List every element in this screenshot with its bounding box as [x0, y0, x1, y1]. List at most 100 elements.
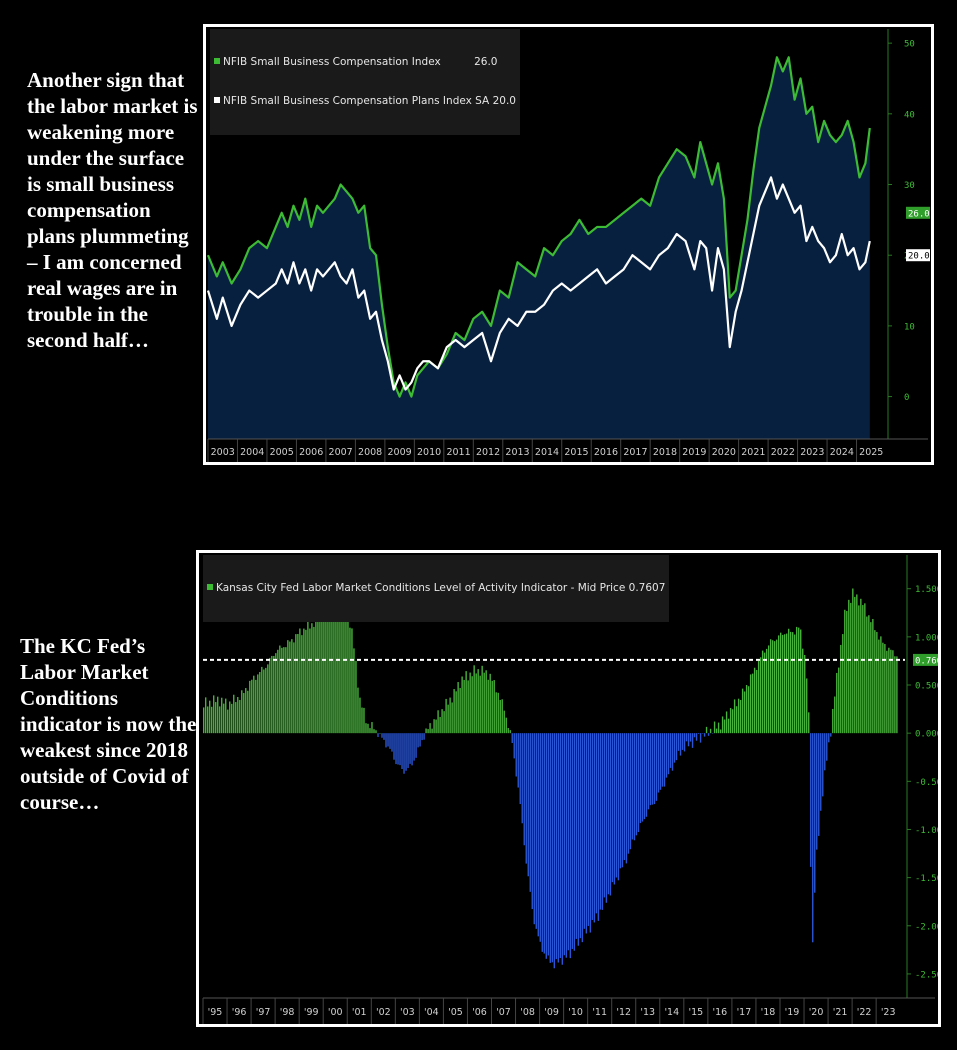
indicator-bar [894, 656, 896, 734]
indicator-bar [757, 661, 760, 734]
x-tick-label: 2019 [682, 447, 706, 458]
indicator-bar [535, 733, 537, 929]
indicator-bar [727, 718, 730, 734]
indicator-bar [247, 690, 249, 734]
indicator-bar [407, 733, 409, 768]
indicator-bar [884, 644, 886, 734]
indicator-bar [325, 605, 327, 734]
indicator-bar [812, 733, 814, 943]
x-tick-label: '18 [761, 1007, 776, 1018]
indicator-bar [289, 641, 291, 734]
indicator-bar [882, 642, 884, 734]
indicator-bar [245, 688, 247, 734]
indicator-bar [693, 733, 696, 738]
indicator-bar [579, 733, 582, 939]
indicator-bar [561, 733, 564, 965]
indicator-bar [844, 609, 846, 734]
y-tick-label: -1.000 [915, 826, 938, 836]
compensation-index-line [206, 56, 871, 398]
indicator-bar [830, 733, 832, 737]
indicator-bar [567, 733, 570, 951]
indicator-bar [629, 733, 632, 850]
indicator-bar [269, 657, 271, 734]
indicator-bar [717, 722, 720, 734]
x-tick-label: '16 [713, 1007, 728, 1018]
x-tick-label: '14 [664, 1007, 679, 1018]
compensation-plans-line [206, 176, 871, 391]
indicator-bar [771, 640, 774, 734]
indicator-bar [481, 665, 483, 734]
indicator-bar [477, 669, 479, 734]
indicator-bar [331, 590, 333, 734]
indicator-bar [583, 733, 586, 929]
indicator-bar [593, 733, 596, 923]
indicator-bar [631, 733, 634, 840]
indicator-bar [285, 647, 287, 734]
indicator-bar [675, 733, 678, 761]
indicator-bar [553, 733, 555, 969]
indicator-bar [383, 733, 385, 740]
indicator-bar [836, 672, 838, 734]
indicator-bar [493, 680, 495, 734]
indicator-bar [459, 688, 461, 734]
indicator-bar [317, 618, 319, 734]
indicator-bar [539, 733, 541, 942]
indicator-bar [846, 610, 848, 734]
x-tick-label: '02 [376, 1007, 391, 1018]
indicator-bar [653, 733, 656, 805]
indicator-bar [393, 733, 395, 760]
indicator-bar [231, 703, 233, 734]
indicator-bar [850, 602, 852, 734]
indicator-bar [297, 633, 299, 734]
indicator-bar [343, 590, 345, 734]
indicator-bar [391, 733, 393, 752]
indicator-bar [659, 733, 662, 790]
indicator-bar [417, 733, 419, 748]
indicator-bar [313, 626, 315, 734]
indicator-bar [753, 667, 756, 734]
x-tick-label: '19 [785, 1007, 800, 1018]
indicator-bar [489, 673, 491, 734]
indicator-bar [565, 733, 568, 958]
indicator-bar [643, 733, 646, 820]
indicator-bar [802, 648, 804, 734]
indicator-bar [581, 733, 584, 943]
y-tick-label: -2.000 [915, 922, 938, 932]
legend-value-kc-fed: 0.7607 [628, 582, 666, 594]
indicator-bar [820, 733, 822, 811]
indicator-bar [283, 647, 285, 734]
indicator-bar [243, 693, 245, 734]
indicator-bar [537, 733, 539, 937]
indicator-bar [575, 733, 578, 939]
indicator-bar [409, 733, 411, 764]
x-tick-label: '11 [592, 1007, 607, 1018]
indicator-bar [467, 680, 469, 734]
indicator-bar [271, 655, 273, 734]
indicator-bar [517, 733, 519, 788]
indicator-bar [521, 733, 523, 824]
indicator-bar [569, 733, 572, 959]
indicator-bar [329, 601, 331, 734]
indicator-bar [611, 733, 614, 883]
indicator-bar [878, 639, 880, 734]
indicator-bar [707, 733, 710, 736]
indicator-bar [301, 635, 303, 734]
indicator-bar [573, 733, 576, 951]
y-tick-label: 0.500 [915, 682, 938, 692]
indicator-bar [419, 733, 421, 747]
indicator-bar [838, 667, 840, 734]
indicator-bar [709, 728, 712, 734]
indicator-bar [479, 675, 481, 734]
indicator-bar [533, 733, 535, 925]
indicator-bar [663, 733, 666, 787]
indicator-bar [341, 597, 343, 734]
indicator-bar [519, 733, 521, 805]
indicator-bar [781, 634, 784, 734]
x-tick-label: '20 [809, 1007, 824, 1018]
indicator-bar [415, 733, 417, 758]
indicator-bar [810, 733, 812, 867]
indicator-bar [253, 675, 255, 734]
legend-swatch-white [214, 97, 220, 103]
indicator-bar [551, 733, 553, 963]
indicator-bar [818, 733, 820, 836]
